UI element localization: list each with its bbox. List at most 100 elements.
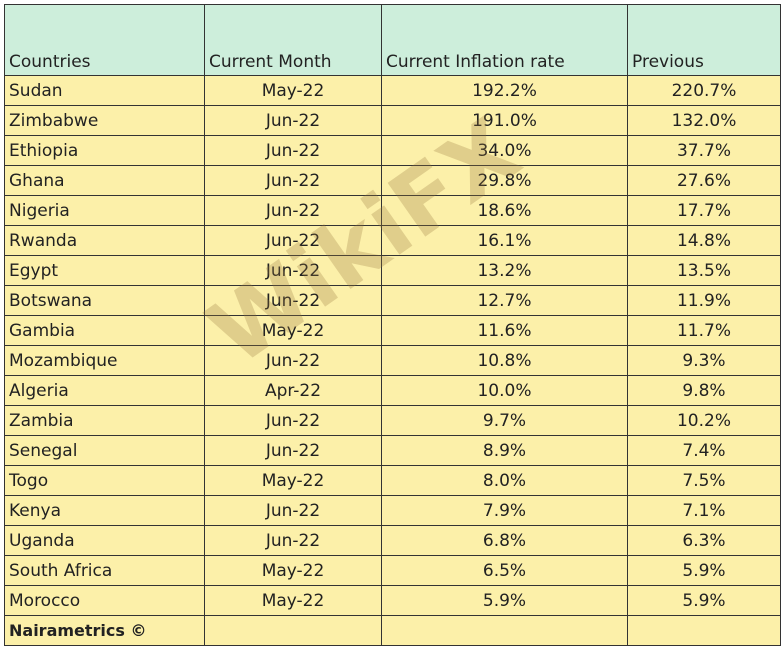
table-cell: Mozambique — [4, 345, 205, 376]
table-cell: Togo — [4, 465, 205, 496]
table-cell: 9.7% — [381, 405, 628, 436]
table-cell: 11.9% — [627, 285, 781, 316]
table-row: Zambia Jun-22 9.7% 10.2% — [4, 405, 781, 436]
table-row: Mozambique Jun-22 10.8% 9.3% — [4, 345, 781, 376]
table-cell: Jun-22 — [204, 135, 382, 166]
header-cell: Current Month — [204, 4, 382, 76]
table-row: Ethiopia Jun-22 34.0% 37.7% — [4, 135, 781, 166]
table-row: Kenya Jun-22 7.9% 7.1% — [4, 495, 781, 526]
table-cell: 7.5% — [627, 465, 781, 496]
table-row: Morocco May-22 5.9% 5.9% — [4, 585, 781, 616]
header-row: Countries Current Month Current Inflation … — [4, 4, 781, 76]
table-cell: 7.4% — [627, 435, 781, 466]
table-cell: May-22 — [204, 465, 382, 496]
table-cell: May-22 — [204, 315, 382, 346]
header-cell: Countries — [4, 4, 205, 76]
table-cell: 10.8% — [381, 345, 628, 376]
table-cell: May-22 — [204, 75, 382, 106]
table-row: Nigeria Jun-22 18.6% 17.7% — [4, 195, 781, 226]
table-cell: Apr-22 — [204, 375, 382, 406]
table-row: Rwanda Jun-22 16.1% 14.8% — [4, 225, 781, 256]
table-cell: Algeria — [4, 375, 205, 406]
table-cell: 6.5% — [381, 555, 628, 586]
empty-cell — [204, 615, 382, 646]
table-cell: 192.2% — [381, 75, 628, 106]
table-cell: Morocco — [4, 585, 205, 616]
table-cell: 8.9% — [381, 435, 628, 466]
table-cell: Ethiopia — [4, 135, 205, 166]
table-cell: 13.2% — [381, 255, 628, 286]
table-cell: Gambia — [4, 315, 205, 346]
table-cell: Botswana — [4, 285, 205, 316]
table-cell: Jun-22 — [204, 165, 382, 196]
table-cell: Sudan — [4, 75, 205, 106]
table-cell: 29.8% — [381, 165, 628, 196]
table-cell: Egypt — [4, 255, 205, 286]
table-cell: Senegal — [4, 435, 205, 466]
table-cell: 220.7% — [627, 75, 781, 106]
table-cell: 34.0% — [381, 135, 628, 166]
table-cell: Jun-22 — [204, 405, 382, 436]
table-row: Gambia May-22 11.6% 11.7% — [4, 315, 781, 346]
table-cell: 132.0% — [627, 105, 781, 136]
table-cell: 5.9% — [627, 555, 781, 586]
table-cell: Zambia — [4, 405, 205, 436]
table-cell: May-22 — [204, 555, 382, 586]
table-cell: 17.7% — [627, 195, 781, 226]
table-cell: 12.7% — [381, 285, 628, 316]
table-row: Algeria Apr-22 10.0% 9.8% — [4, 375, 781, 406]
table-cell: Ghana — [4, 165, 205, 196]
table-cell: Zimbabwe — [4, 105, 205, 136]
table-cell: 5.9% — [627, 585, 781, 616]
table-cell: 16.1% — [381, 225, 628, 256]
table-cell: Jun-22 — [204, 225, 382, 256]
empty-cell — [627, 615, 781, 646]
table-cell: Jun-22 — [204, 435, 382, 466]
table-cell: 10.2% — [627, 405, 781, 436]
table-cell: Jun-22 — [204, 285, 382, 316]
table-row: Egypt Jun-22 13.2% 13.5% — [4, 255, 781, 286]
table-cell: Jun-22 — [204, 345, 382, 376]
table-cell: 14.8% — [627, 225, 781, 256]
header-cell: Previous — [627, 4, 781, 76]
table-row: Zimbabwe Jun-22 191.0% 132.0% — [4, 105, 781, 136]
table-cell: 6.8% — [381, 525, 628, 556]
table-row: Senegal Jun-22 8.9% 7.4% — [4, 435, 781, 466]
table-cell: Nigeria — [4, 195, 205, 226]
table-row: Ghana Jun-22 29.8% 27.6% — [4, 165, 781, 196]
table-cell: South Africa — [4, 555, 205, 586]
header-cell: Current Inflation rate — [381, 4, 628, 76]
table-cell: 11.6% — [381, 315, 628, 346]
table-cell: 5.9% — [381, 585, 628, 616]
table-row: Botswana Jun-22 12.7% 11.9% — [4, 285, 781, 316]
table-cell: 10.0% — [381, 375, 628, 406]
table-cell: 9.8% — [627, 375, 781, 406]
table-cell: Jun-22 — [204, 195, 382, 226]
table-cell: 6.3% — [627, 525, 781, 556]
table-cell: Uganda — [4, 525, 205, 556]
table-cell: May-22 — [204, 585, 382, 616]
table-cell: 7.9% — [381, 495, 628, 526]
table-cell: 37.7% — [627, 135, 781, 166]
table-row: Sudan May-22 192.2% 220.7% — [4, 75, 781, 106]
table-cell: Kenya — [4, 495, 205, 526]
table-cell: 11.7% — [627, 315, 781, 346]
table-cell: Jun-22 — [204, 495, 382, 526]
table-cell: Rwanda — [4, 225, 205, 256]
table-cell: 191.0% — [381, 105, 628, 136]
table-cell: Jun-22 — [204, 255, 382, 286]
table-cell: 18.6% — [381, 195, 628, 226]
table-cell: 7.1% — [627, 495, 781, 526]
table-cell: Jun-22 — [204, 525, 382, 556]
table-row: Togo May-22 8.0% 7.5% — [4, 465, 781, 496]
table-body: Sudan May-22 192.2% 220.7% Zimbabwe Jun-22 191… — [4, 75, 781, 646]
table-cell: 13.5% — [627, 255, 781, 286]
footer-row: Nairametrics © — [4, 615, 781, 646]
table-cell: 27.6% — [627, 165, 781, 196]
inflation-table: Countries Current Month Current Inflation … — [4, 4, 781, 646]
table-cell: 9.3% — [627, 345, 781, 376]
table-cell: Jun-22 — [204, 105, 382, 136]
empty-cell — [381, 615, 628, 646]
table-row: South Africa May-22 6.5% 5.9% — [4, 555, 781, 586]
